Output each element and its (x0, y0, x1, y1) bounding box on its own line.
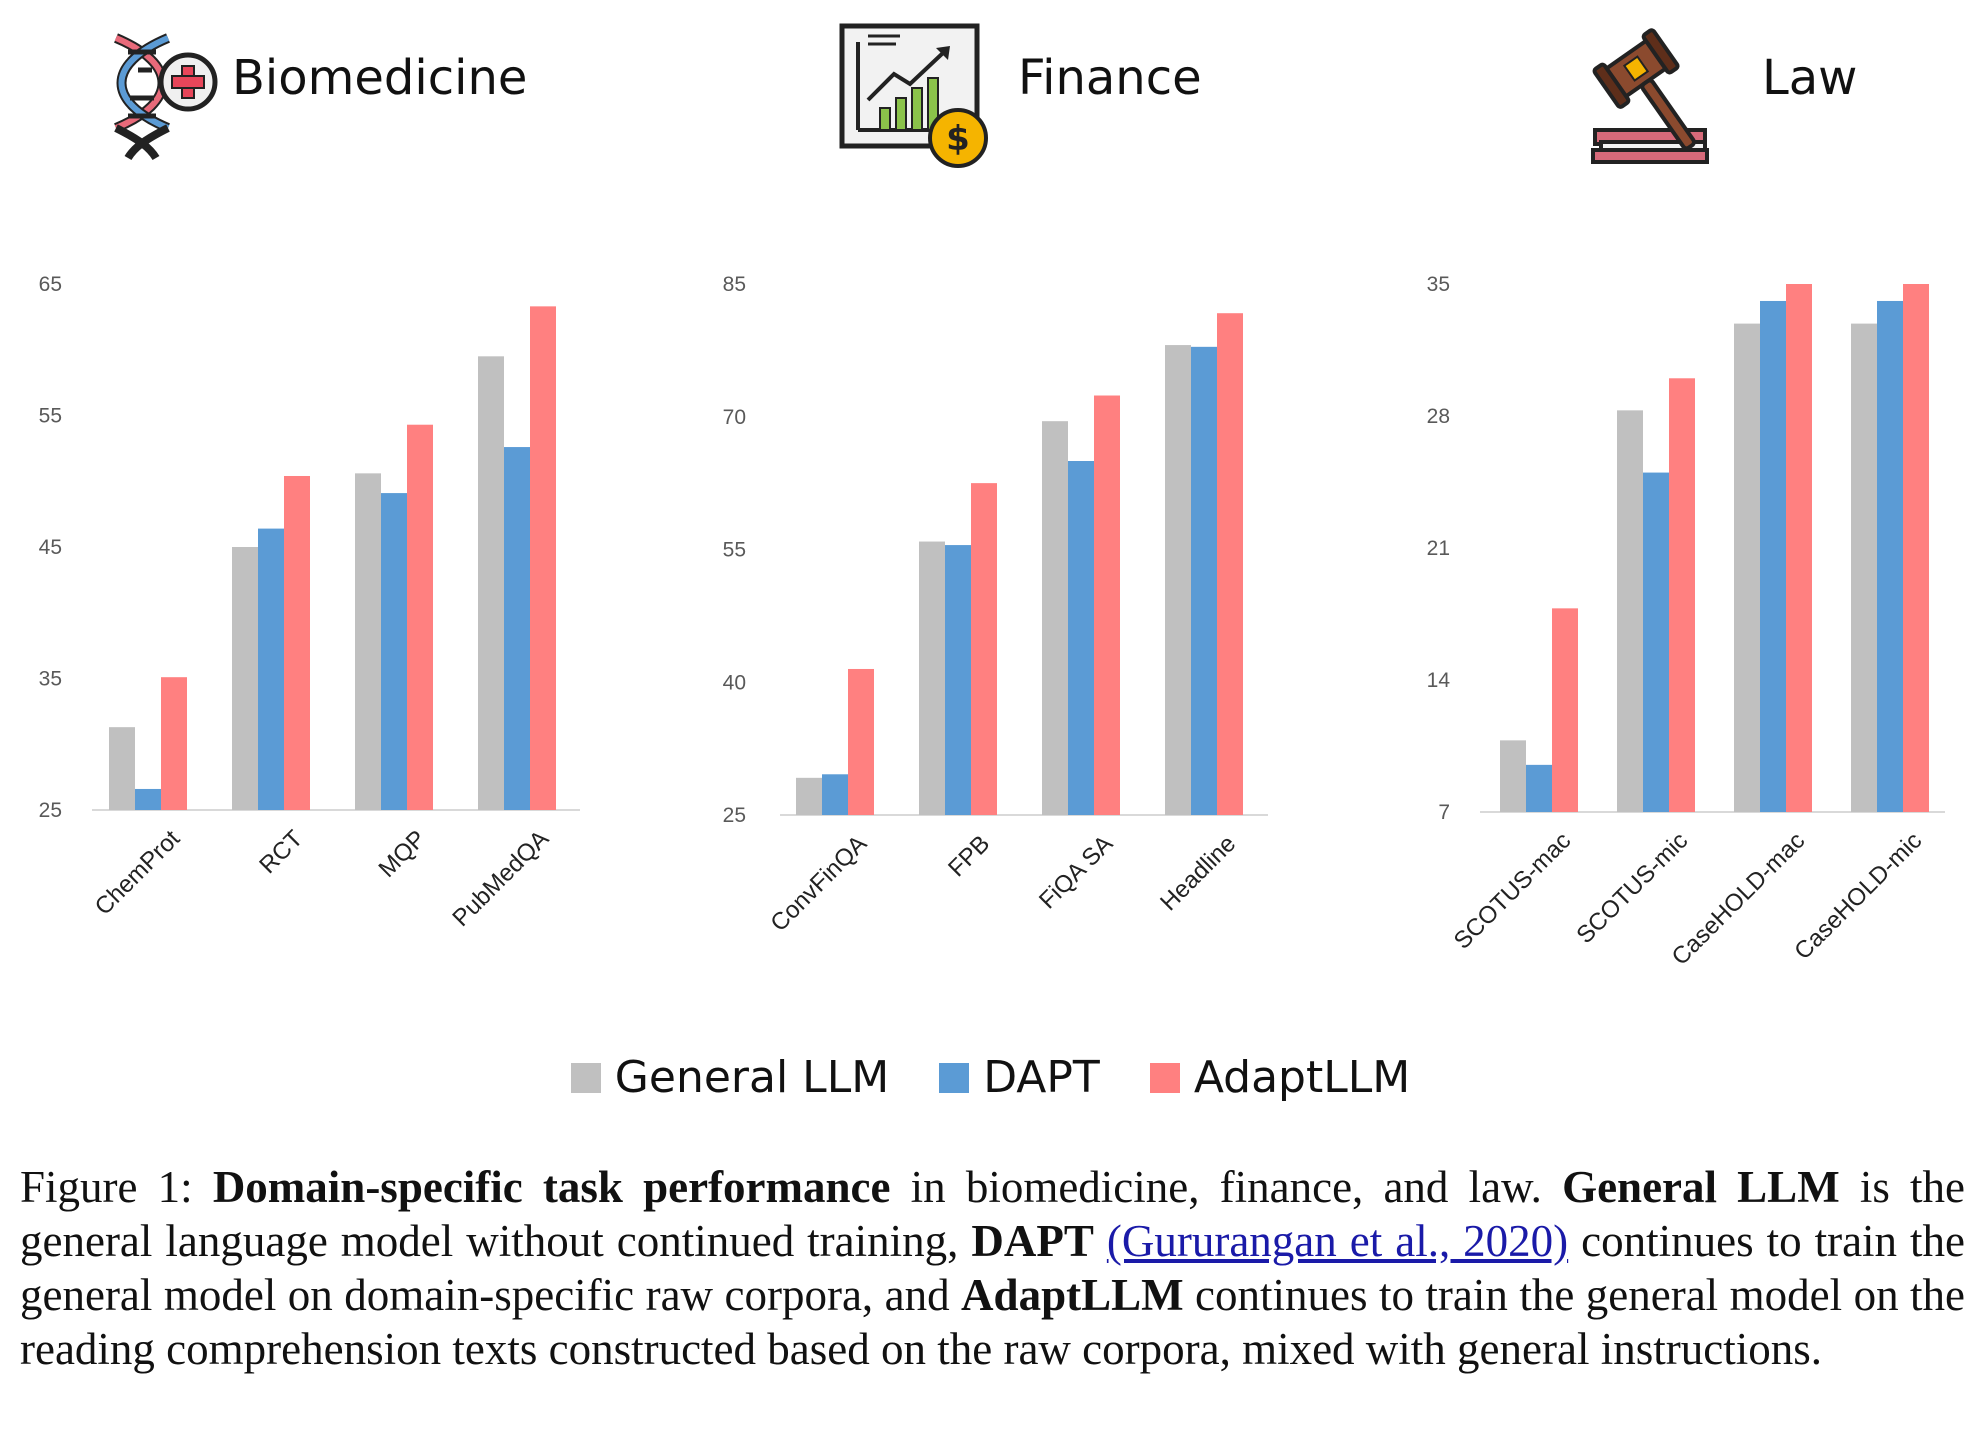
caption-text-1: in biomedicine, finance, and law. (890, 1162, 1563, 1212)
legend-item-dapt: DAPT (939, 1052, 1100, 1103)
svg-text:$: $ (946, 119, 970, 159)
biomedicine-bar-rct-adaptllm (284, 475, 310, 810)
finance-x-tick-label: Headline (1155, 830, 1241, 916)
law-bar-casehold-mac-adaptllm (1786, 284, 1812, 812)
law-y-tick-label: 35 (1427, 273, 1450, 296)
citation-link[interactable]: (Gururangan et al., 2020) (1106, 1216, 1569, 1266)
finance-bar-fiqa-sa-adaptllm (1094, 395, 1120, 815)
law-y-tick-label: 21 (1427, 537, 1450, 560)
biomedicine-bar-mqp-adaptllm (407, 424, 433, 810)
biomedicine-bar-rct-general-llm (232, 547, 258, 810)
biomedicine-bar-pubmedqa-adaptllm (530, 306, 556, 810)
biomedicine-y-tick-label: 25 (39, 799, 62, 822)
finance-y-tick-label: 40 (723, 671, 746, 694)
biomedicine-x-tick-label: PubMedQA (447, 825, 554, 932)
caption-prefix: Figure 1: (20, 1162, 213, 1212)
dna-medical-icon (114, 33, 218, 161)
finance-y-tick-label: 85 (723, 273, 746, 296)
gavel-book-icon (1591, 28, 1709, 164)
legend-swatch-adaptllm (1149, 1062, 1180, 1093)
finance-x-tick-label: ConvFinQA (765, 830, 872, 937)
legend: General LLM DAPT AdaptLLM (0, 1052, 1981, 1103)
caption-text-5: continues to train the general model on … (20, 1270, 1965, 1374)
biomedicine-bar-pubmedqa-general-llm (478, 356, 504, 810)
law-bar-casehold-mic-adaptllm (1903, 284, 1929, 812)
caption-bold-1: Domain-specific task performance (212, 1162, 891, 1212)
finance-bar-fiqa-sa-dapt (1068, 461, 1094, 815)
caption-bold-3: DAPT (971, 1216, 1094, 1266)
biomedicine-bar-mqp-dapt (381, 493, 407, 810)
law-bar-casehold-mic-dapt (1877, 300, 1903, 812)
finance-bar-headline-adaptllm (1217, 313, 1243, 815)
law-bar-scotus-mac-dapt (1526, 764, 1552, 812)
legend-label-adaptllm: AdaptLLM (1193, 1052, 1411, 1103)
finance-bar-headline-general-llm (1165, 345, 1191, 815)
law-bar-scotus-mac-general-llm (1500, 740, 1526, 812)
biomedicine-y-tick-label: 45 (39, 536, 62, 559)
bar-charts: 25 35 45 55 65 ChemProt RCT MQP PubMedQA 25 40 55 70… (39, 273, 1945, 971)
law-bar-scotus-mic-general-llm (1617, 410, 1643, 812)
biomedicine-y-tick-label: 55 (39, 405, 62, 428)
finance-bar-fpb-general-llm (919, 541, 945, 815)
biomedicine-bar-rct-dapt (258, 528, 284, 810)
biomedicine-bar-pubmedqa-dapt (504, 447, 530, 810)
finance-bar-fiqa-sa-general-llm (1042, 421, 1068, 815)
legend-label-general-llm: General LLM (614, 1052, 890, 1103)
law-y-tick-label: 14 (1427, 669, 1451, 692)
biomedicine-y-tick-label: 35 (39, 668, 62, 691)
biomedicine-y-tick-label: 65 (39, 273, 62, 296)
legend-label-dapt: DAPT (983, 1052, 1100, 1103)
legend-swatch-general-llm (570, 1062, 601, 1093)
law-bar-scotus-mic-dapt (1643, 472, 1669, 812)
legend-swatch-dapt (939, 1062, 970, 1093)
finance-bar-fpb-dapt (945, 545, 971, 815)
panel-title-finance: Finance (1018, 50, 1202, 106)
caption-bold-4: AdaptLLM (961, 1270, 1184, 1320)
finance-bar-headline-dapt (1191, 346, 1217, 815)
finance-y-tick-label: 25 (723, 804, 746, 827)
finance-bar-convfinqa-general-llm (796, 777, 822, 815)
caption-bold-2: General LLM (1562, 1162, 1840, 1212)
legend-item-adaptllm: AdaptLLM (1149, 1052, 1411, 1103)
caption-text-2: is the general language model without co… (20, 1162, 1965, 1266)
biomedicine-bar-chemprot-dapt (135, 788, 161, 810)
biomedicine-bar-chemprot-adaptllm (161, 677, 187, 810)
law-bar-casehold-mac-general-llm (1734, 323, 1760, 812)
biomedicine-x-tick-label: RCT (254, 825, 308, 879)
finance-bar-fpb-adaptllm (971, 483, 997, 815)
finance-y-tick-label: 55 (723, 539, 746, 562)
panel-title-biomedicine: Biomedicine (232, 50, 528, 106)
finance-x-tick-label: FPB (943, 830, 995, 882)
law-bar-casehold-mic-general-llm (1851, 323, 1877, 812)
biomedicine-x-tick-label: MQP (373, 825, 431, 883)
finance-bar-convfinqa-dapt (822, 774, 848, 815)
law-bar-casehold-mac-dapt (1760, 300, 1786, 812)
finance-bar-convfinqa-adaptllm (848, 668, 874, 815)
law-x-tick-label: SCOTUS-mac (1449, 827, 1577, 955)
finance-y-tick-label: 70 (723, 406, 746, 429)
finance-x-tick-label: FiQA SA (1034, 830, 1118, 914)
law-y-tick-label: 7 (1438, 801, 1450, 824)
law-y-tick-label: 28 (1427, 405, 1450, 428)
panel-title-law: Law (1762, 50, 1858, 106)
law-bar-scotus-mic-adaptllm (1669, 378, 1695, 812)
law-bar-scotus-mac-adaptllm (1552, 608, 1578, 812)
figure-caption: Figure 1: Domain-specific task performan… (20, 1160, 1965, 1376)
legend-item-general-llm: General LLM (570, 1052, 890, 1103)
law-x-tick-label: SCOTUS-mic (1571, 827, 1693, 949)
biomedicine-x-tick-label: ChemProt (90, 825, 186, 921)
biomedicine-bar-chemprot-general-llm (109, 727, 135, 810)
law-x-tick-label: CaseHOLD-mic (1789, 827, 1927, 965)
biomedicine-bar-mqp-general-llm (355, 473, 381, 810)
caption-text-3 (1094, 1216, 1107, 1266)
caption-text-4: continues to train the general model on … (20, 1216, 1966, 1320)
finance-chart-icon: $ (839, 23, 988, 168)
